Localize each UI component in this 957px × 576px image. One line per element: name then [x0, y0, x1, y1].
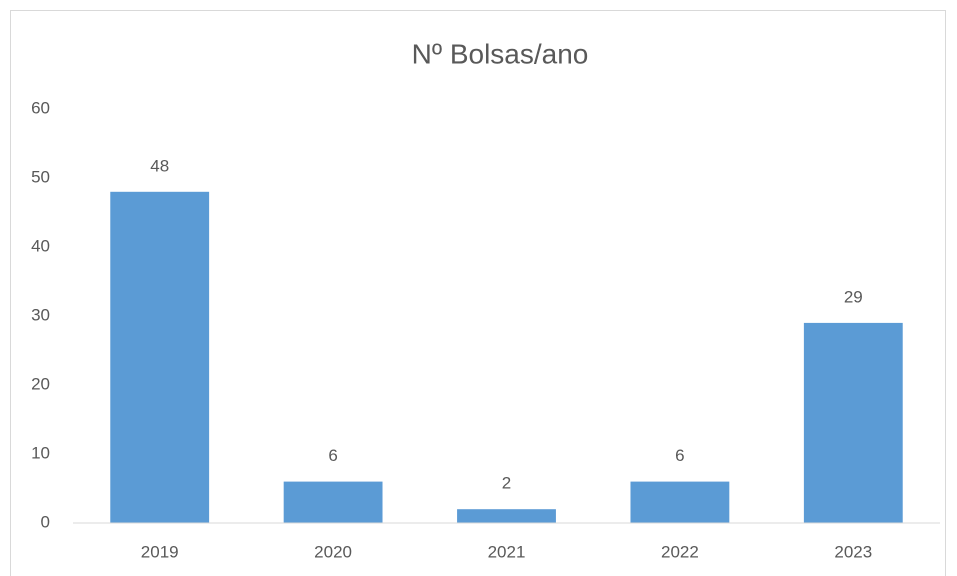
y-tick-label: 30: [31, 305, 50, 324]
y-tick-label: 40: [31, 236, 50, 255]
data-label: 29: [844, 287, 863, 306]
bar: [457, 509, 556, 523]
bar: [110, 191, 210, 524]
data-label: 6: [675, 446, 684, 465]
y-tick-label: 10: [31, 443, 50, 462]
x-tick-label: 2021: [488, 542, 526, 561]
x-tick-label: 2019: [141, 542, 179, 561]
bar: [803, 322, 903, 523]
data-label: 48: [150, 156, 169, 175]
y-tick-label: 0: [41, 512, 50, 531]
bar: [283, 481, 383, 523]
y-tick-label: 50: [31, 167, 50, 186]
x-tick-label: 2023: [834, 542, 872, 561]
y-tick-label: 60: [31, 98, 50, 117]
y-tick-label: 20: [31, 374, 50, 393]
x-tick-label: 2020: [314, 542, 352, 561]
data-label: 2: [502, 474, 511, 493]
x-tick-label: 2022: [661, 542, 699, 561]
data-label: 6: [328, 446, 337, 465]
bar: [630, 481, 730, 523]
chart-title: Nº Bolsas/ano: [412, 38, 589, 69]
